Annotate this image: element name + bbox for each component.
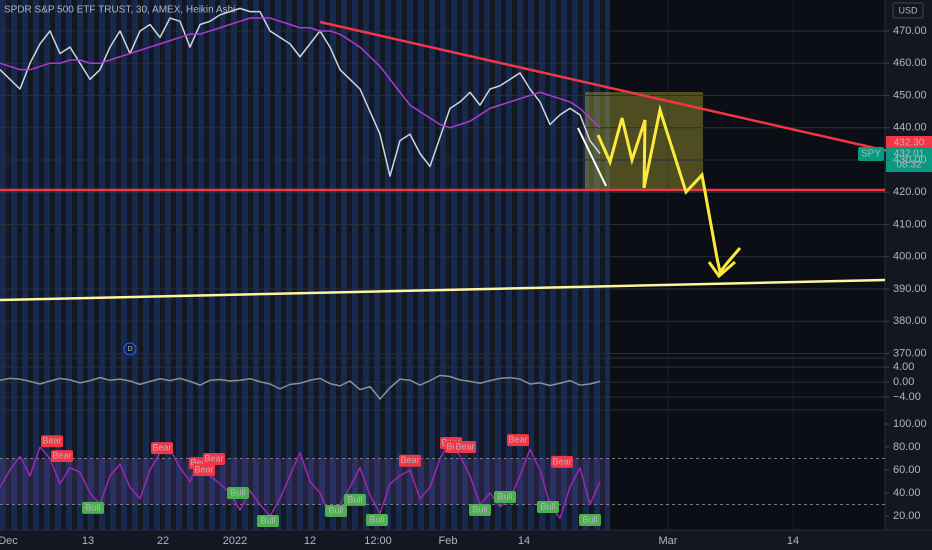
signal-label: Bull <box>328 505 343 515</box>
symbol-tag <box>858 147 884 161</box>
signal-label: Bear <box>400 455 419 465</box>
currency: USD <box>898 5 918 15</box>
signal-label: Bear <box>190 457 209 467</box>
signal-label: Bear <box>204 453 223 463</box>
signal-label: Bull <box>260 515 275 525</box>
price-tag <box>886 136 932 150</box>
close-tag-label: 432.01 <box>894 149 925 160</box>
y-tick-label: 40.00 <box>893 487 921 499</box>
y-tick-label: 450.00 <box>893 89 927 101</box>
signal-label: Bear <box>455 441 474 451</box>
y-tick-label: 20.00 <box>893 510 921 522</box>
signal-label: Bull <box>497 491 512 501</box>
signal-label: Bull <box>472 504 487 514</box>
chart-title: SPDR S&P 500 ETF TRUST, 30, AMEX, Heikin… <box>4 5 235 16</box>
y-tick-label: 80.00 <box>893 441 921 453</box>
y-tick-label: 440.00 <box>893 122 927 134</box>
x-tick-label: 12 <box>304 535 316 547</box>
signal-tag <box>537 501 559 514</box>
signal-tag <box>151 442 173 455</box>
signal-tag <box>193 463 215 476</box>
x-tick-label: Mar <box>659 535 678 547</box>
price-tag-label: 432.30 <box>894 138 925 149</box>
y-tick-label: 400.00 <box>893 251 927 263</box>
y-tick-label: 410.00 <box>893 218 927 230</box>
signal-tag <box>579 513 601 526</box>
future-area <box>610 0 885 530</box>
y-tick-label: 370.00 <box>893 347 927 359</box>
drawing-line <box>577 127 607 187</box>
symbol-tag-label: SPY <box>861 149 881 160</box>
signal-tag <box>469 503 491 516</box>
x-tick-label: 14 <box>518 535 530 547</box>
x-tick-label: Dec <box>0 535 18 547</box>
signal-label: Bull <box>230 487 245 497</box>
signal-tag <box>344 493 366 506</box>
signal-label: Bull <box>347 494 362 504</box>
event-marker <box>123 342 137 356</box>
projection-path <box>596 104 742 276</box>
signal-label: Bear <box>194 464 213 474</box>
signal-tag <box>551 455 573 468</box>
signal-label: Bear <box>42 436 61 446</box>
signal-tag <box>82 501 104 514</box>
y-tick-label: 430.00 <box>893 154 927 166</box>
signal-label: Bear <box>52 451 71 461</box>
signal-label: Bear <box>552 456 571 466</box>
signal-tag <box>494 491 516 504</box>
currency-box <box>892 2 924 19</box>
series-line <box>0 17 601 129</box>
x-tick-label: 22 <box>157 535 169 547</box>
signal-tag <box>203 453 225 466</box>
y-tick-label: 380.00 <box>893 315 927 327</box>
signal-tag <box>325 505 347 518</box>
signal-label: Bear <box>152 443 171 453</box>
trend-line <box>319 20 932 163</box>
yellow-line <box>0 278 886 302</box>
signal-tag <box>51 450 73 463</box>
y-tick-label: 4.00 <box>893 361 914 373</box>
close-tag <box>886 147 932 172</box>
signal-label: Bull <box>369 514 384 524</box>
x-tick-label: 2022 <box>223 535 247 547</box>
x-tick-label: 12:00 <box>364 535 392 547</box>
y-tick-label: 420.00 <box>893 186 927 198</box>
y-tick-label: 0.00 <box>893 376 914 388</box>
y-tick-label: 460.00 <box>893 57 927 69</box>
signal-tag <box>366 513 388 526</box>
y-tick-label: 470.00 <box>893 25 927 37</box>
signal-label: Bull <box>85 502 100 512</box>
x-tick-label: Feb <box>439 535 458 547</box>
signal-tag <box>454 440 476 453</box>
x-tick-label: 13 <box>82 535 94 547</box>
series-line <box>0 374 601 400</box>
x-tick-label: 14 <box>787 535 799 547</box>
y-tick-label: 390.00 <box>893 283 927 295</box>
signal-tag <box>227 486 249 499</box>
y-tick-label: 60.00 <box>893 464 921 476</box>
signal-tag <box>399 454 421 467</box>
countdown-label: 08:32 <box>896 160 921 171</box>
signal-tag <box>507 434 529 447</box>
session-stripes <box>0 0 610 530</box>
series-line <box>0 7 601 177</box>
projection-arrow <box>707 260 736 279</box>
signal-tag <box>257 515 279 528</box>
y-tick-label: 100.00 <box>893 418 927 430</box>
event-marker-label: D <box>127 346 132 353</box>
signal-label: Bull <box>540 501 555 511</box>
signal-tag <box>41 435 63 448</box>
signal-label: Bear <box>508 434 527 444</box>
signal-label: Bull <box>582 514 597 524</box>
y-tick-label: −4.00 <box>893 391 921 403</box>
